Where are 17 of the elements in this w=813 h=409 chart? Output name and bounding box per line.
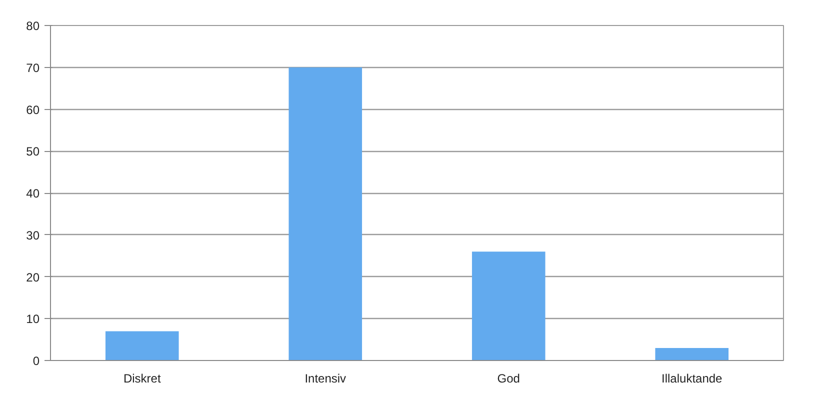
y-tick-label: 50: [26, 144, 40, 159]
bar: [105, 331, 179, 360]
y-tick-label: 70: [26, 60, 40, 75]
x-tick-label: Diskret: [123, 372, 162, 386]
y-tick-label: 60: [26, 102, 40, 117]
y-tick-label: 20: [26, 270, 40, 284]
y-tick-label: 30: [26, 228, 40, 242]
x-tick-label: God: [497, 372, 520, 386]
x-tick-label: Intensiv: [304, 372, 346, 386]
y-tick-label: 40: [26, 186, 40, 200]
bar: [288, 67, 362, 360]
y-tick-label: 80: [26, 19, 40, 33]
x-tick-label: Illaluktande: [662, 372, 723, 386]
y-tick-label: 0: [32, 354, 40, 368]
y-tick-label: 10: [26, 312, 40, 326]
bar: [472, 252, 546, 360]
bar: [655, 348, 729, 360]
